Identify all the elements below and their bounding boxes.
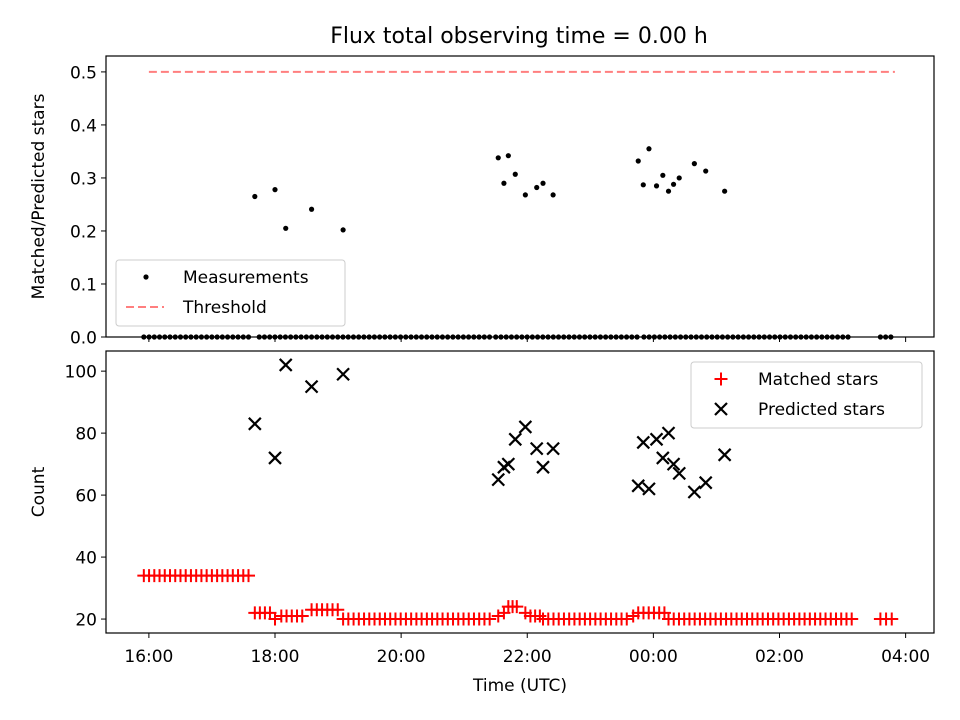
x-tick-label: 00:00 (629, 647, 678, 667)
measurements-point (640, 182, 646, 188)
predicted-stars-point (666, 457, 681, 471)
x-tick-label: 02:00 (755, 647, 804, 667)
predicted-stars-point (636, 435, 651, 450)
matched-stars-point (331, 603, 345, 617)
y-tick-label: 40 (75, 549, 97, 569)
x-tick-label: 04:00 (881, 647, 930, 667)
measurements-point (722, 188, 728, 194)
measurements-point (670, 181, 677, 187)
predicted-stars-point (518, 420, 533, 434)
matched-stars-point (510, 600, 524, 614)
y-tick-label: 100 (65, 363, 97, 383)
matched-stars-point (885, 612, 899, 626)
y-axis-label: Count (29, 466, 49, 517)
x-axis-label: Time (UTC) (472, 676, 567, 696)
measurements-point (691, 161, 697, 167)
predicted-stars-point (491, 472, 506, 487)
matched-stars-point (295, 609, 309, 623)
predicted-stars-point (304, 379, 319, 394)
predicted-stars-point (672, 466, 687, 481)
measurements-point (495, 155, 501, 161)
legend-box (690, 361, 923, 429)
x-tick-label: 18:00 (251, 647, 300, 667)
matched-stars-point (268, 612, 282, 626)
predicted-stars-point (248, 417, 262, 431)
predicted-stars-point (278, 358, 293, 372)
y-tick-label: 0.2 (70, 222, 97, 242)
chart-title: Flux total observing time = 0.00 h (330, 24, 708, 49)
y-tick-label: 0.3 (70, 169, 97, 189)
legend-label: Measurements (183, 268, 309, 288)
legend-label: Threshold (182, 298, 267, 318)
predicted-stars-point (656, 451, 670, 465)
x-tick-label: 20:00 (377, 647, 426, 667)
predicted-stars-point (501, 457, 516, 471)
measurements-point (540, 180, 546, 186)
predicted-stars-point (336, 367, 350, 382)
x-tick-label: 22:00 (503, 647, 552, 667)
matched-stars-point (242, 569, 256, 583)
predicted-stars-point (717, 448, 732, 462)
measurements-point (512, 171, 518, 177)
measurements-point (676, 175, 682, 181)
matched-stars-point (620, 612, 634, 626)
predicted-stars-point (661, 426, 676, 440)
predicted-stars-point (268, 451, 282, 465)
measurements-point (252, 193, 258, 200)
matched-stars-point (533, 609, 547, 623)
bottom-panel: 20 40 60 80 100 16:00 18:00 20:00 22:00 00:00 02:0… (29, 350, 935, 696)
y-axis-label: Matched/Predicted stars (29, 93, 49, 299)
legend-label: Matched stars (758, 370, 878, 390)
plot-frame (105, 350, 935, 634)
legend-marker (714, 402, 728, 416)
predicted-stars-point (631, 479, 646, 493)
predicted-stars-point (529, 441, 544, 456)
legend-label: Predicted stars (758, 400, 885, 420)
measurements-point (522, 192, 528, 198)
measurements-point (665, 188, 672, 194)
measurements-point (283, 225, 289, 231)
measurements-point (635, 158, 641, 164)
top-panel: 0.0 0.1 0.2 0.3 0.4 0.5 Matched/Predicted star… (29, 55, 935, 349)
measurements-point (646, 146, 652, 152)
predicted-stars-point (642, 482, 656, 496)
y-tick-label: 80 (75, 425, 97, 445)
measurements-point (272, 187, 278, 193)
y-tick-label: 0.1 (70, 275, 97, 295)
matched-stars-point (483, 612, 497, 626)
y-tick-label: 60 (75, 487, 97, 507)
plot-frame (105, 55, 935, 338)
y-tick-label: 0.5 (70, 63, 97, 83)
y-tick-label: 0.4 (70, 116, 97, 136)
predicted-stars-point (508, 432, 523, 447)
legend-marker (714, 372, 728, 386)
measurements-point (660, 172, 666, 178)
measurements-point (505, 153, 511, 159)
legend-marker (143, 274, 149, 280)
measurements-point (534, 184, 540, 191)
predicted-stars-point (546, 441, 560, 456)
measurements-point (653, 183, 660, 189)
legend-box (115, 259, 346, 327)
measurements-point (340, 227, 346, 233)
matched-stars-point (845, 612, 859, 626)
y-tick-label: 0.0 (70, 329, 97, 349)
x-tick-label: 16:00 (124, 647, 173, 667)
y-tick-label: 20 (75, 611, 97, 631)
predicted-stars-point (698, 475, 713, 490)
matched-stars-point (491, 609, 505, 623)
measurements-point (308, 206, 315, 212)
predicted-stars-point (536, 460, 550, 474)
measurements-point (703, 168, 709, 174)
measurements-point (550, 192, 556, 198)
measurements-point (501, 180, 507, 186)
predicted-stars-point (649, 432, 664, 447)
predicted-stars-point (687, 485, 702, 499)
